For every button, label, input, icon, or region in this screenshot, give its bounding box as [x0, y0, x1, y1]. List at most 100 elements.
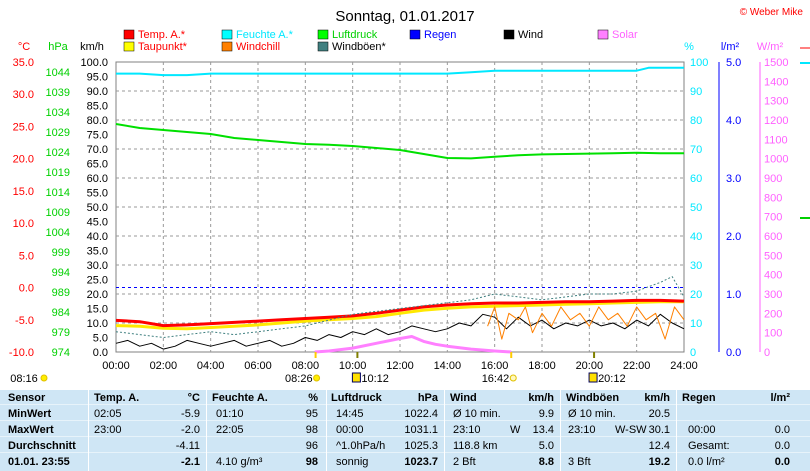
pressure-tick-label: 974	[52, 347, 70, 359]
legend-swatch	[123, 41, 135, 52]
sunset-icon	[509, 374, 517, 382]
temp-tick-label: -10.0	[9, 347, 34, 359]
temp-tick-label: 5.0	[19, 250, 34, 262]
temp-time: 02:05	[94, 408, 122, 420]
chart-title: Sonntag, 01.01.2017	[335, 8, 474, 25]
x-tick-label: 14:00	[434, 360, 462, 372]
pressure-tick-label: 1009	[46, 207, 70, 219]
wind-tick-label: 85.0	[87, 101, 108, 113]
row-label: MaxWert	[8, 424, 54, 436]
wind-tick-label: 65.0	[87, 159, 108, 171]
solar-tick-label: 300	[764, 289, 782, 301]
legend-label: Regen	[424, 29, 456, 41]
table-header: hPa	[417, 392, 438, 404]
legend-label: Windböen*	[332, 41, 387, 53]
legend-label: Taupunkt*	[138, 41, 188, 53]
solar-tick-label: 1200	[764, 115, 788, 127]
rain-unit: l/m²	[721, 41, 740, 53]
gust-time: 23:10	[568, 424, 596, 436]
humidity-unit: %	[684, 41, 694, 53]
humidity-tick-label: 20	[690, 289, 702, 301]
x-tick-label: 20:00	[576, 360, 604, 372]
solar-tick-label: 900	[764, 173, 782, 185]
wind-tick-label: 55.0	[87, 188, 108, 200]
rain-time: 0.0 l/m²	[688, 456, 725, 468]
moonrise-time: 20:12	[598, 373, 626, 385]
table-header: %	[308, 392, 318, 404]
table-header: l/m²	[770, 392, 790, 404]
x-tick-label: 12:00	[386, 360, 414, 372]
chart-grid	[115, 61, 685, 353]
wind-tick-label: 25.0	[87, 275, 108, 287]
table-header: Windböen	[566, 392, 620, 404]
humidity-tick-label: 90	[690, 86, 702, 98]
solar-tick-label: 1300	[764, 96, 788, 108]
solar-tick-label: 500	[764, 250, 782, 262]
temp-tick-label: 30.0	[13, 89, 34, 101]
pressure-tick-label: 994	[52, 267, 70, 279]
humidity-time: 4.10 g/m³	[216, 456, 263, 468]
pressure-tick-label: 1019	[46, 167, 70, 179]
series-line-windchill	[487, 306, 685, 340]
rain-tick-label: 3.0	[726, 173, 741, 185]
solar-tick-label: 1000	[764, 154, 788, 166]
moonset-time: 10:12	[361, 373, 389, 385]
solar-tick-label: 0	[764, 347, 770, 359]
table-divider	[326, 390, 327, 471]
table-divider	[676, 390, 677, 471]
wind-value: 5.0	[538, 440, 554, 452]
rain-tick-label: 1.0	[726, 289, 741, 301]
temp-tick-label: 25.0	[13, 121, 34, 133]
wind-tick-label: 5.0	[93, 333, 108, 345]
rain-tick-label: 5.0	[726, 57, 741, 69]
solar-tick-label: 600	[764, 231, 782, 243]
table-header: km/h	[644, 392, 670, 404]
pressure-value: 1023.7	[404, 456, 438, 468]
pressure-value: 1031.1	[404, 424, 438, 436]
temp-value: -2.0	[181, 424, 200, 436]
wind-tick-label: 30.0	[87, 260, 108, 272]
x-tick-label: 16:00	[481, 360, 509, 372]
humidity-time: 01:10	[216, 408, 244, 420]
legend-swatch	[317, 41, 329, 52]
humidity-value: 95	[305, 408, 318, 420]
humidity-tick-label: 0	[690, 347, 696, 359]
table-header: Feuchte A.	[212, 392, 268, 404]
stats-table: Sensor Temp. A. °C Feuchte A.% Luftdruck hPa W…	[0, 390, 810, 471]
wind-tick-label: 50.0	[87, 202, 108, 214]
solar-unit: W/m²	[757, 41, 784, 53]
pressure-tick-label: 1034	[46, 107, 70, 119]
temp-tick-label: 0.0	[19, 283, 34, 295]
table-row-divider	[0, 404, 810, 405]
pressure-tick-label: 1004	[46, 227, 70, 239]
row-label: MinWert	[8, 408, 52, 420]
gust-time: 3 Bft	[568, 456, 591, 468]
pressure-tick-label: 984	[52, 307, 70, 319]
gust-value: 19.2	[648, 456, 670, 468]
solar-tick-label: 1500	[764, 57, 788, 69]
legend: Temp. A.* Feuchte A.* Luftdruck Regen Wind So…	[123, 29, 638, 53]
humidity-tick-label: 70	[690, 144, 702, 156]
pressure-tick-label: 979	[52, 327, 70, 339]
wind-tick-label: 95.0	[87, 72, 108, 84]
sun-moon-markers: 08:16 08:26 10:12 16:42 20:12	[10, 352, 626, 385]
chart-axes: 35.0 30.0 25.0 20.0 15.0 10.0 5.0 0.0 -5.0 -10.0 1…	[9, 47, 810, 372]
row-label: Durchschnitt	[8, 440, 76, 452]
wind-time: 23:10	[453, 424, 481, 436]
gust-time: Ø 10 min.	[568, 408, 616, 420]
humidity-value: 96	[305, 440, 318, 452]
chart-series	[115, 66, 685, 354]
table-header: °C	[187, 392, 200, 404]
solar-tick-label: 800	[764, 192, 782, 204]
temp-tick-label: 15.0	[13, 186, 34, 198]
humidity-tick-label: 80	[690, 115, 702, 127]
sunrise-time-left: 08:16	[10, 373, 38, 385]
wind-time: Ø 10 min.	[453, 408, 501, 420]
legend-label: Luftdruck	[332, 29, 378, 41]
table-divider	[88, 390, 89, 471]
pressure-tick-label: 989	[52, 287, 70, 299]
series-line-solar	[314, 335, 512, 354]
series-line-luftdruck	[115, 123, 684, 160]
sun-icon	[40, 374, 48, 382]
rain-tick-label: 2.0	[726, 231, 741, 243]
